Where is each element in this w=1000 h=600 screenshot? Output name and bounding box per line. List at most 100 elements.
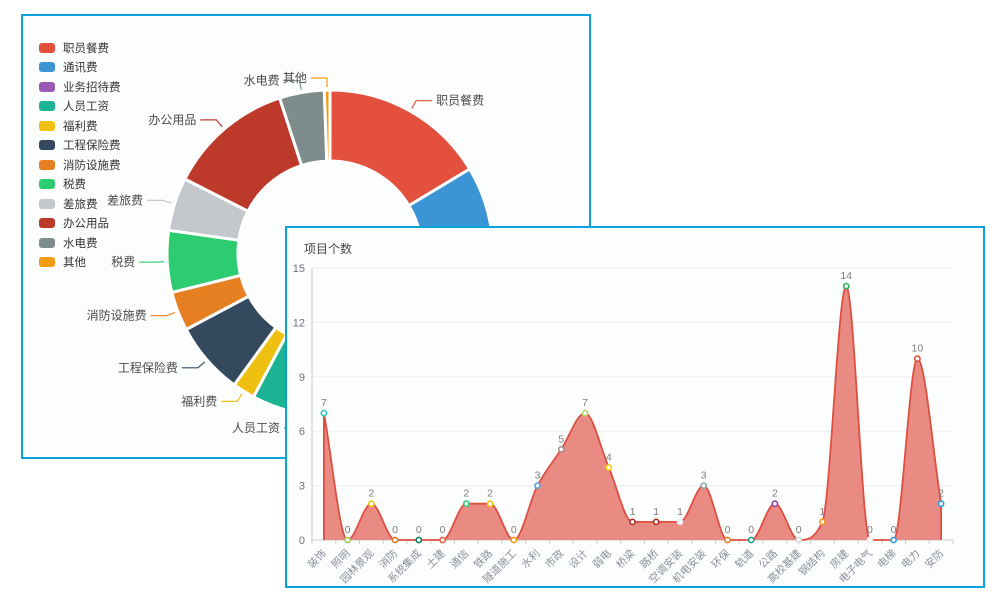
point-value-label: 0 (796, 524, 802, 536)
legend-item[interactable]: 税费 (39, 175, 121, 195)
y-axis-label: 6 (299, 426, 305, 438)
slice-leader-line (310, 77, 328, 88)
x-axis-label: 电力 (898, 547, 922, 571)
data-point[interactable] (344, 536, 351, 544)
legend-item[interactable]: 福利费 (39, 116, 121, 136)
data-point[interactable] (320, 409, 328, 417)
data-point[interactable] (581, 409, 589, 417)
project-count-panel: 项目个数 0 3 6 9 12 15 装饰 照明 园林景观 消防 系统集成 土建 通信 铁路 隧道施工 水利市… (285, 226, 985, 588)
point-value-label: 1 (653, 506, 659, 518)
data-point[interactable] (629, 518, 636, 526)
legend-item[interactable]: 其他 (39, 253, 121, 273)
data-point[interactable] (842, 282, 850, 290)
data-point[interactable] (486, 500, 494, 508)
x-axis-label: 钢结构 (796, 547, 827, 578)
x-axis-label: 市政 (542, 547, 566, 571)
point-value-label: 0 (440, 524, 446, 536)
point-value-label: 0 (392, 524, 398, 536)
point-value-label: 14 (840, 270, 852, 282)
data-point[interactable] (368, 500, 375, 508)
slice-label: 税费 (111, 255, 135, 269)
legend-label: 通讯费 (63, 62, 98, 75)
data-point[interactable] (462, 500, 470, 508)
slice-label: 办公用品 (148, 112, 196, 127)
data-point[interactable] (652, 518, 660, 526)
legend-label: 税费 (63, 179, 86, 192)
slice-label: 职员餐费 (436, 93, 484, 108)
x-axis-label: 电梯 (875, 547, 899, 571)
legend-label: 其他 (63, 257, 86, 270)
point-value-label: 1 (819, 506, 825, 518)
legend-item[interactable]: 办公用品 (39, 214, 121, 234)
point-value-label: 0 (725, 524, 731, 536)
legend-swatch-icon (39, 179, 55, 190)
point-value-label: 5 (558, 433, 564, 445)
data-point[interactable] (890, 536, 897, 544)
slice-leader-line (411, 100, 433, 109)
slice-leader-line (283, 80, 302, 90)
data-point[interactable] (534, 482, 541, 489)
data-point[interactable] (391, 536, 399, 544)
slice-label: 水电费 (244, 74, 280, 88)
point-value-label: 0 (748, 524, 754, 536)
data-point[interactable] (676, 518, 684, 526)
slice-leader-line (200, 119, 223, 128)
legend-item[interactable]: 职员餐费 (39, 38, 121, 58)
point-value-label: 7 (582, 397, 588, 409)
donut-slice[interactable] (322, 88, 332, 163)
legend-label: 福利费 (63, 120, 98, 133)
data-point[interactable] (795, 536, 803, 544)
legend-item[interactable]: 工程保险费 (39, 136, 121, 156)
legend-swatch-icon (39, 81, 55, 92)
point-value-label: 2 (772, 488, 778, 500)
legend-item[interactable]: 消防设施费 (39, 155, 121, 175)
legend-item[interactable]: 水电费 (39, 233, 121, 253)
point-value-label: 0 (345, 524, 351, 536)
data-point[interactable] (415, 536, 423, 544)
data-point[interactable] (866, 536, 874, 544)
data-point[interactable] (605, 464, 613, 471)
data-point[interactable] (557, 445, 565, 453)
legend-swatch-icon (39, 140, 55, 151)
chart-title: 项目个数 (304, 242, 353, 256)
legend-label: 消防设施费 (63, 159, 121, 172)
legend-label: 工程保险费 (63, 140, 121, 153)
x-axis-label: 设计 (566, 547, 590, 571)
data-point[interactable] (510, 536, 518, 544)
point-value-label: 0 (867, 524, 873, 536)
point-value-label: 2 (487, 488, 493, 500)
y-axis-label: 3 (299, 481, 305, 493)
legend-swatch-icon (39, 218, 55, 229)
point-value-label: 2 (938, 488, 944, 500)
point-value-label: 4 (606, 452, 612, 464)
legend-swatch-icon (39, 159, 55, 170)
y-axis-label: 9 (299, 372, 305, 384)
legend-swatch-icon (39, 62, 55, 73)
data-point[interactable] (439, 536, 446, 544)
point-value-label: 10 (912, 343, 924, 355)
data-point[interactable] (819, 518, 826, 526)
data-point[interactable] (937, 500, 945, 508)
data-point[interactable] (914, 355, 921, 363)
data-point[interactable] (747, 536, 755, 544)
slice-label: 福利费 (181, 393, 217, 408)
point-value-label: 2 (463, 488, 469, 500)
x-axis-label: 土建 (424, 547, 448, 571)
data-point[interactable] (724, 536, 731, 544)
legend-swatch-icon (39, 198, 55, 209)
legend-item[interactable]: 差旅费 (39, 194, 121, 214)
legend-item[interactable]: 人员工资 (39, 97, 121, 117)
x-axis-label: 通信 (448, 548, 471, 571)
legend-swatch-icon (39, 42, 55, 53)
legend-label: 差旅费 (63, 198, 98, 211)
point-value-label: 0 (416, 524, 422, 536)
x-axis-label: 装饰 (305, 547, 329, 571)
data-point[interactable] (771, 500, 779, 508)
point-value-label: 3 (701, 470, 707, 482)
slice-leader-line (150, 311, 176, 317)
point-value-label: 1 (630, 506, 636, 518)
legend-item[interactable]: 业务招待费 (39, 77, 121, 97)
legend-item[interactable]: 通讯费 (39, 58, 121, 78)
slice-label: 人员工资 (232, 421, 280, 435)
data-point[interactable] (700, 482, 708, 489)
